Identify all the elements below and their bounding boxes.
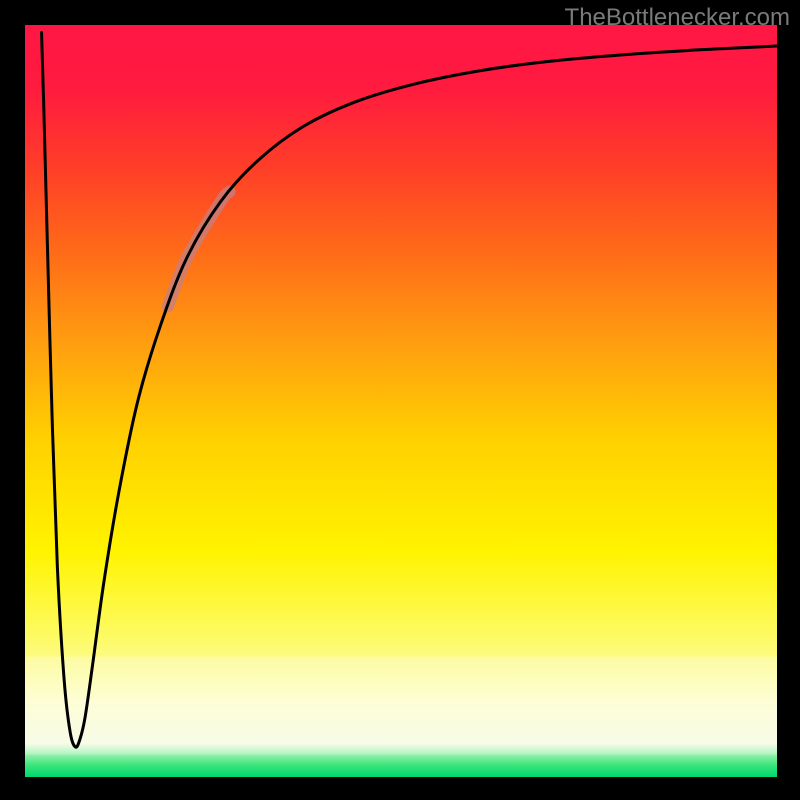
bottleneck-chart	[0, 0, 800, 800]
chart-container: TheBottlenecker.com	[0, 0, 800, 800]
watermark-text: TheBottlenecker.com	[565, 4, 790, 32]
